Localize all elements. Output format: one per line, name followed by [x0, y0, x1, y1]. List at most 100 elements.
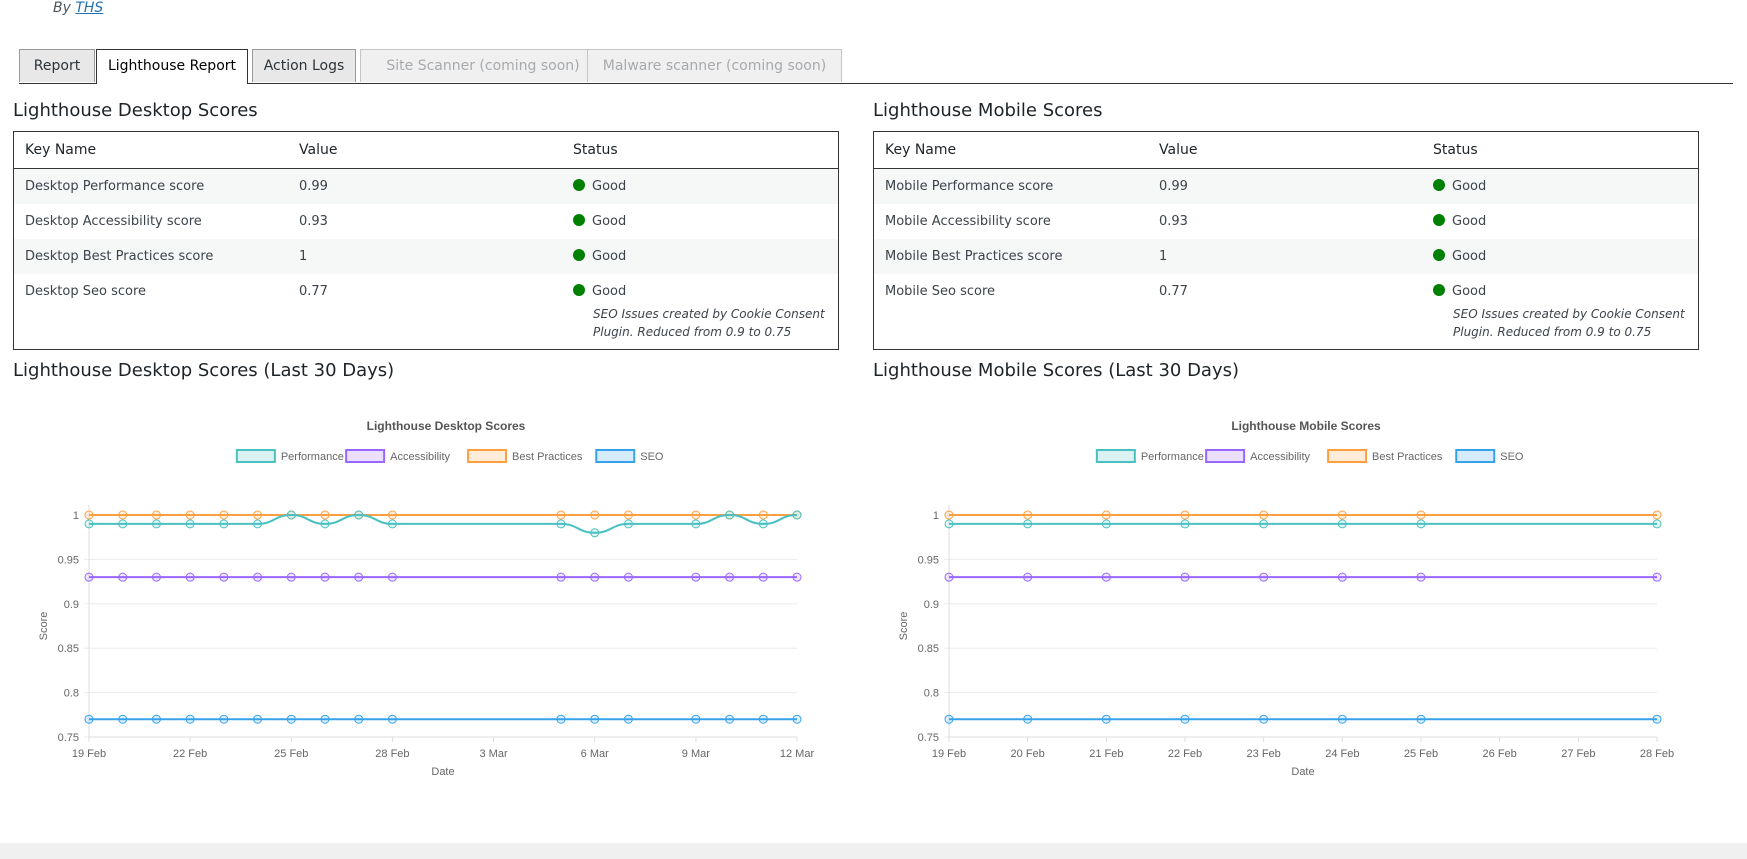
status-text: Good	[592, 284, 627, 299]
col-status: Status	[562, 131, 839, 169]
mobile-scores-title: Lighthouse Mobile Scores	[873, 100, 1103, 121]
data-point-seo	[1023, 714, 1033, 724]
data-point-performance	[253, 519, 263, 529]
data-point-best_practices	[151, 510, 161, 520]
desktop-scores-title: Lighthouse Desktop Scores	[13, 100, 258, 121]
table-row: Mobile Performance score 0.99 Good	[873, 168, 1699, 204]
data-point-accessibility	[84, 572, 94, 582]
x-axis-title: Date	[431, 766, 454, 778]
chart-title: Lighthouse Mobile Scores	[1231, 419, 1381, 433]
mobile-history-title: Lighthouse Mobile Scores (Last 30 Days)	[873, 360, 1240, 381]
data-point-best_practices	[623, 510, 633, 520]
data-point-accessibility	[219, 572, 229, 582]
status-good-icon	[1433, 179, 1445, 191]
data-point-seo	[118, 714, 128, 724]
x-tick-label: 23 Feb	[1247, 748, 1281, 760]
y-tick-label: 1	[933, 510, 939, 522]
data-point-accessibility	[286, 572, 296, 582]
score-value: 0.93	[1159, 214, 1188, 229]
status-cell: Good	[1422, 168, 1699, 204]
x-tick-label: 6 Mar	[581, 748, 609, 760]
key-name: Desktop Seo score	[25, 284, 147, 299]
data-point-accessibility	[1337, 572, 1347, 582]
legend-label: Best Practices	[512, 451, 583, 463]
data-point-seo	[354, 714, 364, 724]
data-point-seo	[725, 714, 735, 724]
data-point-seo	[185, 714, 195, 724]
status-cell: Good SEO Issues created by Cookie Consent…	[1422, 274, 1699, 350]
data-point-accessibility	[1416, 572, 1426, 582]
status-good-icon	[1433, 284, 1445, 296]
key-name: Mobile Best Practices score	[873, 239, 1148, 274]
y-tick-label: 0.8	[64, 688, 79, 700]
status-good-icon	[573, 249, 585, 261]
data-point-best_practices	[1337, 510, 1347, 520]
legend-label: Accessibility	[390, 451, 450, 463]
data-point-accessibility	[556, 572, 566, 582]
table-header-row: Key Name Value Status	[13, 131, 839, 169]
data-point-accessibility	[1652, 572, 1662, 582]
data-point-accessibility	[1180, 572, 1190, 582]
data-point-performance	[387, 519, 397, 529]
table-row: Desktop Accessibility score 0.93 Good	[14, 204, 839, 239]
chart-title: Lighthouse Desktop Scores	[367, 419, 526, 433]
table-row: Mobile Best Practices score 1 Good	[873, 239, 1699, 274]
x-tick-label: 12 Mar	[780, 748, 815, 760]
x-tick-label: 21 Feb	[1089, 748, 1123, 760]
tab-report[interactable]: Report	[19, 49, 95, 82]
tab-malware-scanner: Malware scanner (coming soon)	[587, 49, 842, 82]
data-point-seo	[1337, 714, 1347, 724]
x-tick-label: 26 Feb	[1483, 748, 1517, 760]
x-tick-label: 19 Feb	[932, 748, 966, 760]
status-text: Good	[1452, 214, 1487, 229]
legend-swatch-best_practices	[467, 449, 508, 463]
tab-action-logs[interactable]: Action Logs	[252, 49, 356, 82]
data-point-performance	[792, 510, 802, 520]
data-point-accessibility	[185, 572, 195, 582]
data-point-accessibility	[1101, 572, 1111, 582]
data-point-best_practices	[1259, 510, 1269, 520]
x-tick-label: 22 Feb	[173, 748, 207, 760]
legend-label: SEO	[640, 451, 664, 463]
table-row: Desktop Performance score 0.99 Good	[13, 168, 839, 204]
y-tick-label: 0.95	[58, 554, 79, 566]
data-point-accessibility	[725, 572, 735, 582]
x-tick-label: 3 Mar	[480, 748, 508, 760]
data-point-performance	[758, 519, 768, 529]
data-point-best_practices	[944, 510, 954, 520]
byline: By THS	[53, 0, 103, 16]
byline-prefix: By	[53, 0, 71, 16]
data-point-performance	[1416, 519, 1426, 529]
data-point-performance	[84, 519, 94, 529]
x-axis-title: Date	[1291, 766, 1314, 778]
key-name: Desktop Best Practices score	[13, 239, 288, 274]
data-point-performance	[1101, 519, 1111, 529]
tab-site-scanner: Site Scanner (coming soon)	[360, 49, 606, 82]
data-point-seo	[1652, 714, 1662, 724]
data-point-performance	[1180, 519, 1190, 529]
table-row: Mobile Accessibility score 0.93 Good	[874, 204, 1699, 239]
data-point-accessibility	[387, 572, 397, 582]
mobile-scores-chart: Lighthouse Mobile Scores Performance Acces…	[898, 419, 1674, 778]
data-point-accessibility	[792, 572, 802, 582]
data-point-performance	[691, 519, 701, 529]
status-text: Good	[1452, 249, 1487, 264]
status-good-icon	[573, 284, 585, 296]
status-text: Good	[592, 179, 627, 194]
legend-swatch-performance	[1095, 449, 1136, 463]
author-link[interactable]: THS	[75, 0, 104, 16]
x-tick-label: 20 Feb	[1011, 748, 1045, 760]
data-point-accessibility	[944, 572, 954, 582]
data-point-best_practices	[1652, 510, 1662, 520]
seo-note: SEO Issues created by Cookie Consent Plu…	[593, 307, 825, 339]
x-tick-label: 24 Feb	[1325, 748, 1359, 760]
legend-label: SEO	[1500, 451, 1524, 463]
col-value: Value	[288, 131, 562, 169]
data-point-seo	[219, 714, 229, 724]
data-point-seo	[691, 714, 701, 724]
tab-bar: Report Lighthouse Report Action Logs Sit…	[19, 49, 1733, 84]
data-point-best_practices	[185, 510, 195, 520]
y-tick-label: 0.9	[924, 599, 939, 611]
data-point-best_practices	[1416, 510, 1426, 520]
tab-lighthouse-report[interactable]: Lighthouse Report	[96, 49, 248, 84]
